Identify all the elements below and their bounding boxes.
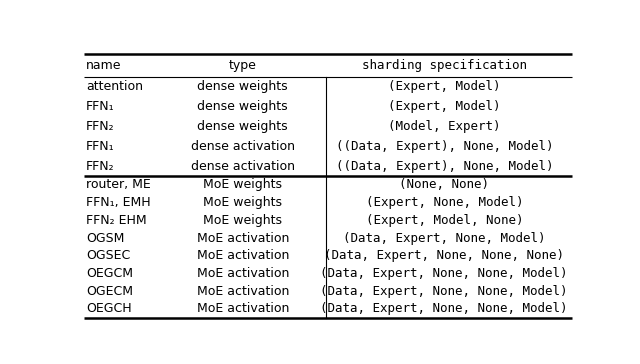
Text: sharding specification: sharding specification [362, 59, 527, 72]
Text: dense weights: dense weights [197, 80, 288, 93]
Text: MoE weights: MoE weights [204, 196, 282, 209]
Text: MoE activation: MoE activation [196, 285, 289, 298]
Text: OEGCH: OEGCH [86, 302, 132, 316]
Text: dense activation: dense activation [191, 160, 295, 173]
Text: FFN₂: FFN₂ [86, 160, 115, 173]
Text: (Data, Expert, None, None, Model): (Data, Expert, None, None, Model) [321, 285, 568, 298]
Text: FFN₂: FFN₂ [86, 120, 115, 133]
Text: FFN₁: FFN₁ [86, 140, 115, 153]
Text: (Data, Expert, None, Model): (Data, Expert, None, Model) [343, 232, 545, 245]
Text: (Expert, None, Model): (Expert, None, Model) [365, 196, 523, 209]
Text: OEGCM: OEGCM [86, 267, 133, 280]
Text: MoE weights: MoE weights [204, 178, 282, 191]
Text: dense weights: dense weights [197, 100, 288, 113]
Text: MoE activation: MoE activation [196, 267, 289, 280]
Text: name: name [86, 59, 122, 72]
Text: (None, None): (None, None) [399, 178, 489, 191]
Text: (Expert, Model): (Expert, Model) [388, 80, 500, 93]
Text: dense weights: dense weights [197, 120, 288, 133]
Text: (Expert, Model, None): (Expert, Model, None) [365, 214, 523, 227]
Text: ((Data, Expert), None, Model): ((Data, Expert), None, Model) [335, 160, 553, 173]
Text: (Expert, Model): (Expert, Model) [388, 100, 500, 113]
Text: MoE activation: MoE activation [196, 302, 289, 316]
Text: (Data, Expert, None, None, None): (Data, Expert, None, None, None) [324, 249, 564, 262]
Text: MoE activation: MoE activation [196, 249, 289, 262]
Text: MoE activation: MoE activation [196, 232, 289, 245]
Text: MoE weights: MoE weights [204, 214, 282, 227]
Text: OGSEC: OGSEC [86, 249, 131, 262]
Text: FFN₁, EMH: FFN₁, EMH [86, 196, 151, 209]
Text: ((Data, Expert), None, Model): ((Data, Expert), None, Model) [335, 140, 553, 153]
Text: OGECM: OGECM [86, 285, 133, 298]
Text: (Data, Expert, None, None, Model): (Data, Expert, None, None, Model) [321, 267, 568, 280]
Text: attention: attention [86, 80, 143, 93]
Text: dense activation: dense activation [191, 140, 295, 153]
Text: FFN₁: FFN₁ [86, 100, 115, 113]
Text: router, ME: router, ME [86, 178, 151, 191]
Text: type: type [229, 59, 257, 72]
Text: FFN₂ EHM: FFN₂ EHM [86, 214, 147, 227]
Text: OGSM: OGSM [86, 232, 125, 245]
Text: (Data, Expert, None, None, Model): (Data, Expert, None, None, Model) [321, 302, 568, 316]
Text: (Model, Expert): (Model, Expert) [388, 120, 500, 133]
